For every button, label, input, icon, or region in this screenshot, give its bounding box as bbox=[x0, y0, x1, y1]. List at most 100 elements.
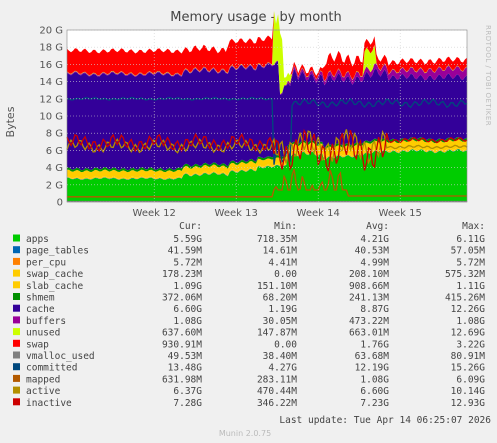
x-tick-label: Week 12 bbox=[133, 208, 176, 219]
legend-name: slab_cache bbox=[26, 281, 83, 292]
area-buffers bbox=[67, 60, 467, 95]
legend-swatch bbox=[13, 269, 20, 277]
legend-name: mapped bbox=[26, 374, 60, 385]
legend-value-avg: 663.01M bbox=[349, 328, 389, 339]
legend-name: committed bbox=[26, 363, 77, 374]
legend-value-max: 415.26M bbox=[445, 293, 485, 304]
legend-name: swap bbox=[26, 339, 49, 350]
legend-value-cur: 13.48G bbox=[168, 363, 203, 374]
legend-name: buffers bbox=[26, 316, 66, 327]
legend-value-cur: 6.37G bbox=[173, 386, 202, 397]
legend-swatch bbox=[13, 363, 20, 371]
legend-value-avg: 12.19G bbox=[355, 363, 390, 374]
legend-swatch bbox=[13, 246, 20, 254]
legend-value-max: 3.22G bbox=[456, 339, 485, 350]
legend-value-min: 38.40M bbox=[263, 351, 298, 362]
legend-value-min: 151.10M bbox=[257, 281, 297, 292]
legend-value-avg: 63.68M bbox=[355, 351, 390, 362]
legend-value-max: 12.93G bbox=[451, 398, 486, 409]
legend-value-avg: 241.13M bbox=[349, 293, 389, 304]
legend-value-max: 12.26G bbox=[451, 304, 486, 315]
legend-swatch bbox=[13, 398, 20, 406]
legend-value-min: 68.20M bbox=[263, 293, 298, 304]
legend-value-cur: 637.60M bbox=[162, 328, 202, 339]
legend-value-min: 1.19G bbox=[268, 304, 297, 315]
legend-swatch bbox=[13, 257, 20, 265]
legend-value-min: 4.27G bbox=[268, 363, 297, 374]
legend-name: vmalloc_used bbox=[26, 351, 95, 362]
area-per-cpu bbox=[67, 148, 467, 180]
y-axis-label: Bytes bbox=[4, 106, 17, 137]
y-tick-label: 0 bbox=[57, 198, 63, 209]
legend-header: Max: bbox=[462, 221, 485, 232]
legend-swatch bbox=[13, 281, 20, 289]
legend-value-avg: 7.23G bbox=[360, 398, 389, 409]
legend-swatch bbox=[13, 328, 20, 336]
legend-value-max: 6.09G bbox=[456, 374, 485, 385]
last-update: Last update: Tue Apr 14 06:25:07 2026 bbox=[279, 415, 491, 426]
x-tick-label: Week 14 bbox=[297, 208, 340, 219]
line-inactive bbox=[66, 128, 468, 172]
legend-value-max: 80.91M bbox=[451, 351, 486, 362]
legend-value-max: 57.05M bbox=[451, 246, 486, 257]
y-tick-label: 14 G bbox=[39, 77, 63, 88]
area-cache bbox=[67, 61, 467, 171]
area-shmem bbox=[67, 137, 467, 173]
legend-value-min: 30.05M bbox=[263, 316, 298, 327]
legend-name: cache bbox=[26, 304, 55, 315]
legend-value-avg: 8.87G bbox=[360, 304, 389, 315]
legend-swatch bbox=[13, 304, 20, 312]
legend-value-min: 346.22M bbox=[257, 398, 297, 409]
y-tick-label: 12 G bbox=[39, 94, 63, 105]
y-axis-ticks: 0 2 G 4 G 6 G 8 G 10 G 12 G 14 G 16 G 18 G 20 G bbox=[39, 26, 63, 209]
legend-name: swap_cache bbox=[26, 269, 83, 280]
y-tick-label: 16 G bbox=[39, 60, 63, 71]
legend-swatch bbox=[13, 351, 20, 359]
legend-value-max: 575.32M bbox=[445, 269, 485, 280]
area-swap bbox=[67, 11, 467, 82]
legend-value-cur: 930.91M bbox=[162, 339, 202, 350]
area-slab-cache bbox=[67, 139, 467, 179]
legend-header: Min: bbox=[274, 221, 297, 232]
y-tick-label: 4 G bbox=[46, 163, 63, 174]
legend-value-avg: 908.66M bbox=[349, 281, 389, 292]
rrdtool-side-label: RRDTOOL / TOBI OETIKER bbox=[484, 25, 492, 126]
legend-swatch bbox=[13, 316, 20, 324]
legend-value-avg: 473.22M bbox=[349, 316, 389, 327]
legend-value-max: 1.11G bbox=[456, 281, 485, 292]
y-tick-label: 6 G bbox=[46, 146, 63, 157]
legend-value-max: 1.08G bbox=[456, 316, 485, 327]
legend-value-cur: 5.59G bbox=[173, 234, 202, 245]
y-tick-label: 10 G bbox=[39, 112, 63, 123]
legend-value-max: 6.11G bbox=[456, 234, 485, 245]
legend-table: Cur: Min: Avg: Max: apps 5.59G 718.35M 4.21G 6.1… bbox=[13, 221, 485, 409]
legend-value-avg: 40.53M bbox=[355, 246, 390, 257]
legend-value-cur: 49.53M bbox=[168, 351, 203, 362]
munin-version: Munin 2.0.75 bbox=[219, 429, 271, 438]
legend-value-min: 147.87M bbox=[257, 328, 297, 339]
y-tick-label: 20 G bbox=[39, 26, 63, 37]
legend-swatch bbox=[13, 234, 20, 242]
legend-name: inactive bbox=[26, 398, 72, 409]
y-tick-label: 8 G bbox=[46, 129, 63, 140]
plot-area bbox=[66, 11, 468, 203]
legend-value-min: 718.35M bbox=[257, 234, 297, 245]
legend-value-cur: 631.98M bbox=[162, 374, 202, 385]
legend-value-min: 4.41M bbox=[268, 257, 297, 268]
legend-value-min: 0.00 bbox=[274, 269, 297, 280]
legend-swatch bbox=[13, 293, 20, 300]
legend-value-avg: 1.76G bbox=[360, 339, 389, 350]
legend-value-avg: 1.08G bbox=[360, 374, 389, 385]
y-tick-label: 2 G bbox=[46, 180, 63, 191]
legend-name: unused bbox=[26, 328, 60, 339]
legend-value-max: 12.69G bbox=[451, 328, 486, 339]
legend-name: shmem bbox=[26, 293, 55, 304]
legend-name: apps bbox=[26, 234, 49, 245]
legend-value-max: 5.72M bbox=[456, 257, 485, 268]
legend-swatch bbox=[13, 339, 20, 347]
legend-value-avg: 6.60G bbox=[360, 386, 389, 397]
legend-value-cur: 41.59M bbox=[168, 246, 203, 257]
legend-header: Avg: bbox=[366, 221, 389, 232]
legend-value-cur: 6.60G bbox=[173, 304, 202, 315]
